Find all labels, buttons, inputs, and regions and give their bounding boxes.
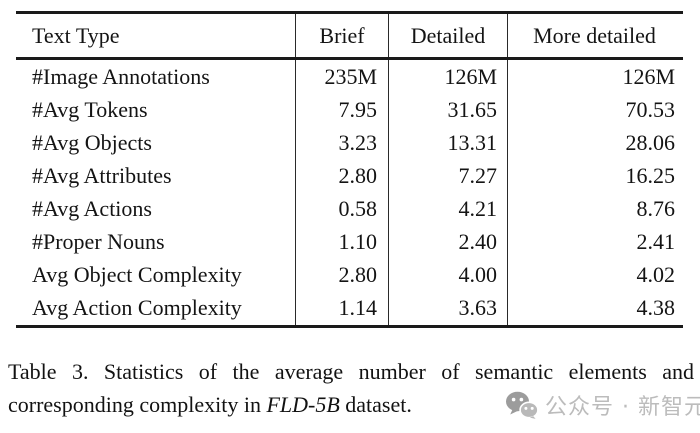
cell-detailed: 126M [388, 60, 507, 94]
column-header-more-detailed: More detailed [507, 14, 683, 57]
table-header-row: Text Type Brief Detailed More detailed [16, 14, 683, 60]
row-label: #Avg Objects [32, 129, 152, 155]
cell-more-detailed: 16.25 [507, 159, 683, 193]
cell-more-detailed: 8.76 [507, 192, 683, 226]
cell-brief: 1.14 [295, 291, 388, 325]
statistics-table: Text Type Brief Detailed More detailed #… [16, 11, 683, 328]
row-label: #Avg Tokens [32, 96, 148, 122]
column-header-brief: Brief [295, 14, 388, 57]
column-header-detailed: Detailed [388, 14, 507, 57]
caption-line-2: corresponding complexity in FLD-5B datas… [8, 388, 694, 421]
cell-detailed: 4.00 [388, 258, 507, 292]
watermark-text: 公众号 · 新智元 [545, 395, 700, 420]
column-header-text-type: Text Type [32, 22, 120, 48]
cell-detailed: 2.40 [388, 225, 507, 259]
table-row: #Proper Nouns 1.10 2.40 2.41 [16, 225, 683, 259]
cell-brief: 0.58 [295, 192, 388, 226]
cell-detailed: 3.63 [388, 291, 507, 325]
table-row: #Avg Attributes 2.80 7.27 16.25 [16, 159, 683, 193]
table-caption: Table 3. Statistics of the average numbe… [8, 355, 694, 421]
table-body: #Image Annotations 235M 126M 126M #Avg T… [16, 60, 683, 325]
row-label: Avg Object Complexity [32, 262, 242, 288]
table-row: #Image Annotations 235M 126M 126M [16, 60, 683, 94]
row-label: #Proper Nouns [32, 229, 165, 255]
caption-line-1: Table 3. Statistics of the average numbe… [8, 359, 694, 384]
cell-more-detailed: 4.38 [507, 291, 683, 325]
table-row: #Avg Actions 0.58 4.21 8.76 [16, 192, 683, 226]
dataset-name: FLD-5B [266, 392, 340, 417]
caption-line-2-prefix: corresponding complexity in [8, 392, 267, 417]
table-row: Avg Action Complexity 1.14 3.63 4.38 [16, 291, 683, 325]
cell-brief: 1.10 [295, 225, 388, 259]
cell-more-detailed: 4.02 [507, 258, 683, 292]
row-label: #Image Annotations [32, 63, 210, 89]
cell-detailed: 4.21 [388, 192, 507, 226]
cell-detailed: 13.31 [388, 126, 507, 160]
cell-brief: 2.80 [295, 258, 388, 292]
table-row: #Avg Tokens 7.95 31.65 70.53 [16, 93, 683, 127]
row-label: #Avg Actions [32, 195, 152, 221]
cell-more-detailed: 28.06 [507, 126, 683, 160]
caption-line-2-suffix: dataset. [339, 392, 412, 417]
wechat-icon [505, 391, 538, 419]
table-row: #Avg Objects 3.23 13.31 28.06 [16, 126, 683, 160]
cell-detailed: 7.27 [388, 159, 507, 193]
cell-brief: 2.80 [295, 159, 388, 193]
cell-detailed: 31.65 [388, 93, 507, 127]
cell-brief: 3.23 [295, 126, 388, 160]
wechat-watermark: 公众号 · 新智元 [505, 391, 700, 420]
cell-more-detailed: 2.41 [507, 225, 683, 259]
row-label: Avg Action Complexity [32, 295, 242, 321]
cell-more-detailed: 126M [507, 60, 683, 94]
row-label: #Avg Attributes [32, 162, 172, 188]
table-row: Avg Object Complexity 2.80 4.00 4.02 [16, 258, 683, 292]
cell-brief: 235M [295, 60, 388, 94]
cell-more-detailed: 70.53 [507, 93, 683, 127]
cell-brief: 7.95 [295, 93, 388, 127]
